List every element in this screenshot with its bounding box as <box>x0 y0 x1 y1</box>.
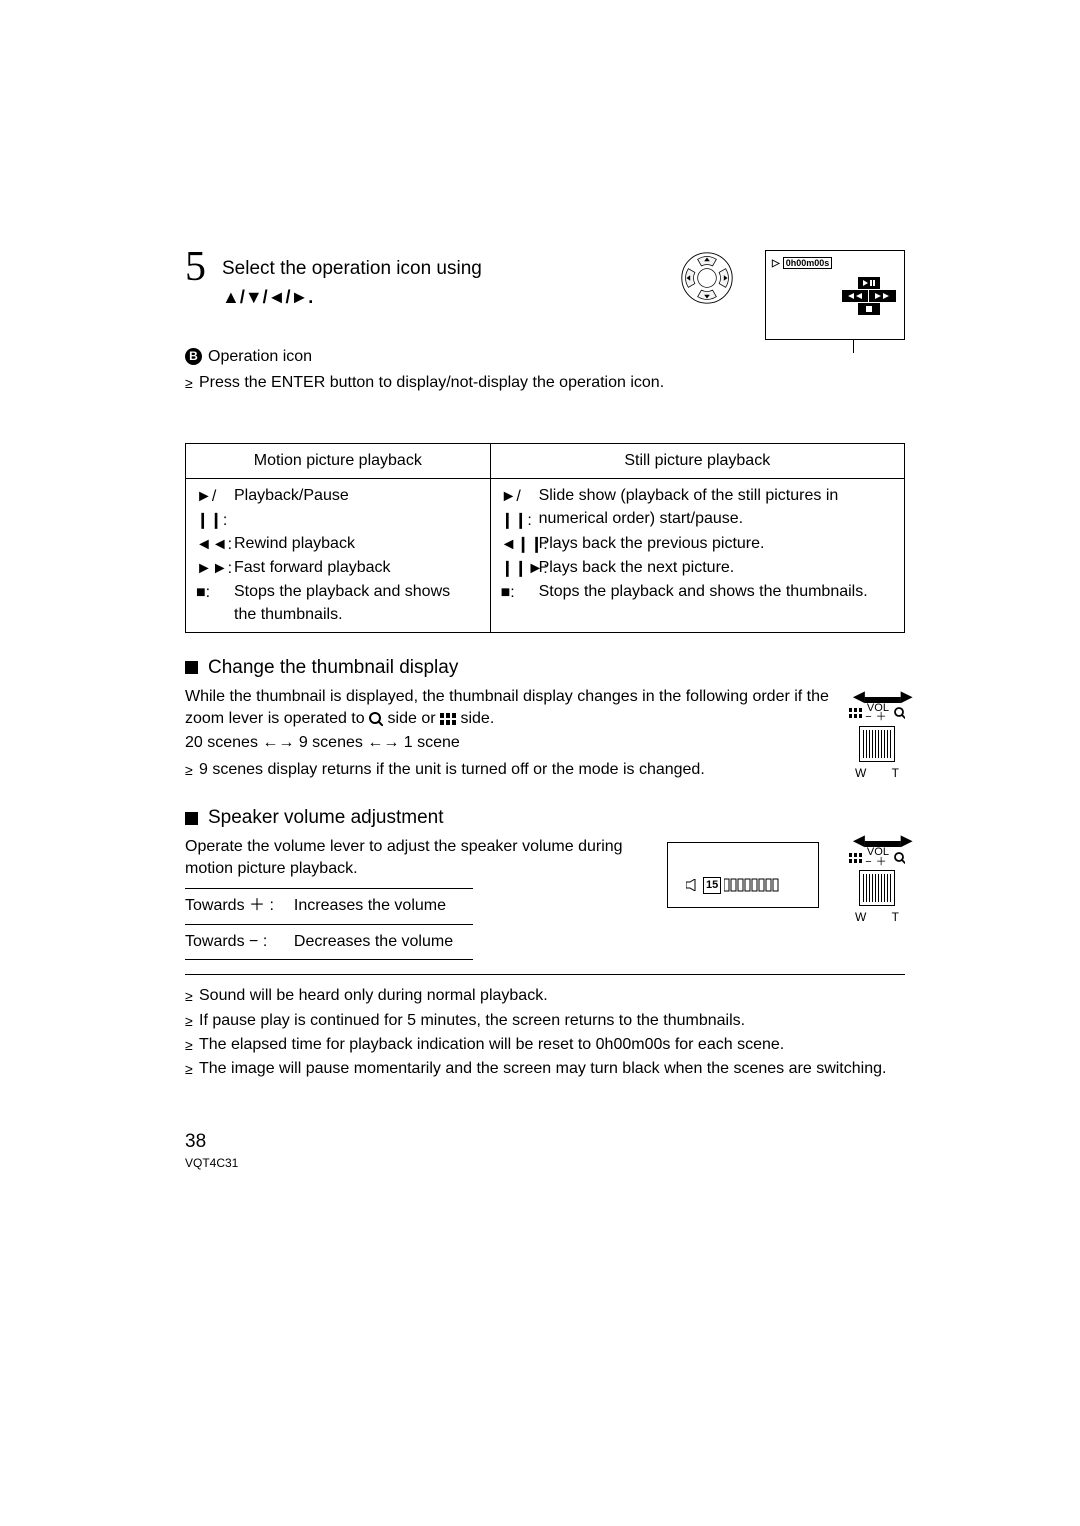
speaker-heading: Speaker volume adjustment <box>185 805 905 832</box>
op-icon-panel <box>842 277 896 319</box>
volume-value: 15 <box>703 877 721 894</box>
step-note-1: Press the ENTER button to display/not-di… <box>185 372 905 394</box>
manual-code: VQT4C31 <box>185 1155 905 1172</box>
divider <box>185 974 905 975</box>
volume-display-illustration: 15 <box>667 842 819 908</box>
volume-bars-icon <box>724 878 784 892</box>
volume-direction-table: Towards ＋ :Increases the volume Towards … <box>185 888 473 960</box>
label-b-marker: B <box>185 348 202 365</box>
thumb-note-1: 9 scenes display returns if the unit is … <box>185 759 829 781</box>
square-bullet-icon <box>185 812 198 825</box>
direction-arrows: ▲/▼/◄/►. <box>222 285 502 310</box>
thumb-scenes: 20 scenes ←→ 9 scenes ←→ 1 scene <box>185 732 829 754</box>
page-number: 38 <box>185 1129 905 1156</box>
volume-lever-figure: ◄▬▬► VOL−＋ WT <box>849 836 905 927</box>
thumb-heading: Change the thumbnail display <box>185 655 905 682</box>
footer-note-3: The elapsed time for playback indication… <box>185 1034 905 1056</box>
magnifier-icon <box>894 852 905 864</box>
zoom-lever-figure: ◄▬▬► VOL−＋ WT <box>849 692 905 784</box>
grid-icon <box>440 713 456 725</box>
speaker-body: Operate the volume lever to adjust the s… <box>185 836 637 881</box>
col-head-motion: Motion picture playback <box>186 443 491 478</box>
playback-table: Motion picture playback Still picture pl… <box>185 443 905 633</box>
motion-cell: ►/❙❙:Playback/Pause ◄◄:Rewind playback ►… <box>186 479 491 633</box>
square-bullet-icon <box>185 661 198 674</box>
footer-note-4: The image will pause momentarily and the… <box>185 1058 905 1080</box>
elapsed-time: 0h00m00s <box>783 257 833 269</box>
footer-note-2: If pause play is continued for 5 minutes… <box>185 1010 905 1032</box>
manual-page: 5 Select the operation icon using ▲/▼/◄/… <box>0 0 1080 1232</box>
grid-icon <box>849 853 862 863</box>
magnifier-icon <box>894 707 905 719</box>
footer-notes: Sound will be heard only during normal p… <box>185 985 905 1081</box>
step-instruction: Select the operation icon using <box>222 250 502 283</box>
screen-illustration: ▷0h00m00s <box>765 250 905 340</box>
still-cell: ►/❙❙:Slide show (playback of the still p… <box>490 479 904 633</box>
label-b-text: Operation icon <box>208 348 312 365</box>
speaker-icon <box>686 879 700 891</box>
step-number: 5 <box>185 246 206 288</box>
speaker-block: Operate the volume lever to adjust the s… <box>185 836 905 961</box>
thumb-notes: 9 scenes display returns if the unit is … <box>185 759 829 781</box>
step-figures: ▷0h00m00s <box>679 250 905 340</box>
footer-note-1: Sound will be heard only during normal p… <box>185 985 905 1007</box>
magnifier-icon <box>369 712 383 726</box>
dpad-illustration <box>679 250 735 313</box>
operation-icon-label: B Operation icon <box>185 346 905 368</box>
grid-icon <box>849 708 862 718</box>
step-notes: Press the ENTER button to display/not-di… <box>185 372 905 394</box>
col-head-still: Still picture playback <box>490 443 904 478</box>
thumb-body: While the thumbnail is displayed, the th… <box>185 686 829 731</box>
step-row: 5 Select the operation icon using ▲/▼/◄/… <box>185 250 905 340</box>
